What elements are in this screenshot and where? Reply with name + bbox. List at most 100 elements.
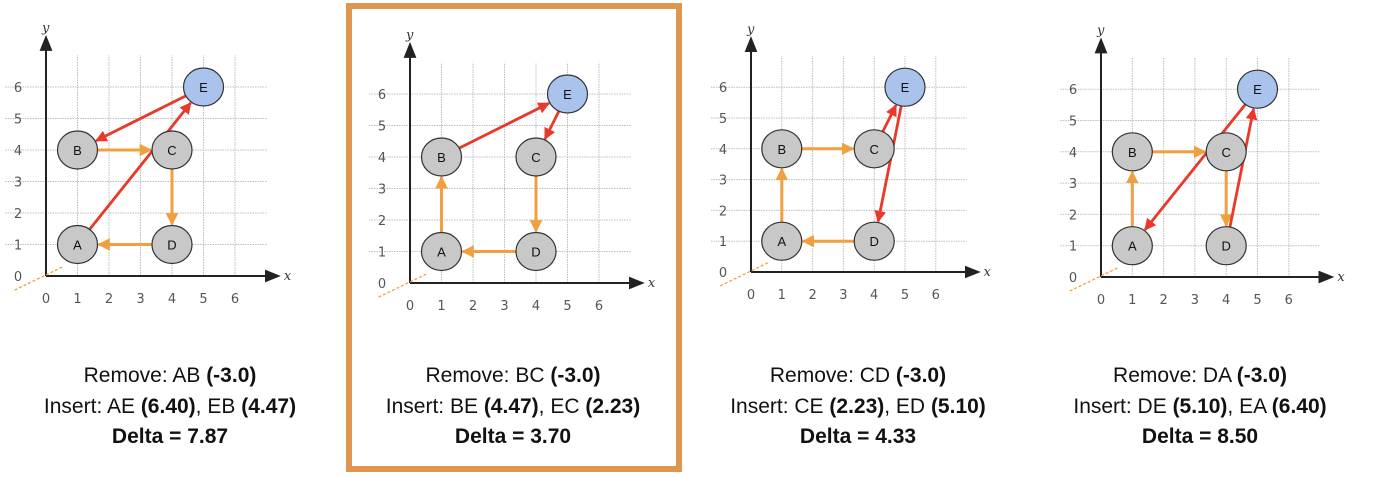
y-tick-label: 6 (378, 88, 386, 103)
x-tick-label: 3 (1191, 293, 1199, 308)
nodes: A B C D E (1111, 69, 1279, 266)
x-tick-label: 6 (595, 299, 603, 314)
graph-diagram: 0 1 2 3 4 5 6 0 1 2 3 4 5 6 x y A B C D E (1060, 23, 1345, 308)
y-tick-label: 5 (1069, 115, 1077, 130)
x-tick-label: 5 (563, 299, 571, 314)
node-c: C (1205, 132, 1247, 172)
x-tick-label: 1 (73, 292, 81, 307)
svg-text:D: D (531, 245, 540, 260)
y-tick-label: 1 (378, 246, 386, 261)
svg-text:D: D (167, 238, 176, 253)
edges (435, 102, 561, 258)
insert-line: Insert: AE (6.40), EB (4.47) (43, 394, 297, 418)
y-tick-label: 2 (1069, 208, 1077, 223)
axes: 0 1 2 3 4 5 6 0 1 2 3 4 5 6 x y (14, 21, 292, 307)
graph-diagram: 0 1 2 3 4 5 6 0 1 2 3 4 5 6 x y A B C D E (5, 21, 292, 307)
y-tick-label: 3 (14, 176, 22, 191)
edge-ec-inserted (543, 110, 561, 140)
y-tick-label: 0 (1069, 271, 1077, 286)
axes: 0 1 2 3 4 5 6 0 1 2 3 4 5 6 x y (1069, 23, 1345, 308)
panel-caption: Remove: AB (-3.0) Insert: AE (6.40), EB … (0, 361, 340, 453)
remove-line: Remove: DA (-3.0) (1113, 364, 1287, 387)
node-a: A (1111, 226, 1153, 266)
svg-text:E: E (199, 80, 208, 95)
x-tick-label: 5 (901, 288, 909, 303)
node-a: A (56, 224, 99, 265)
dashed-entry-edge (378, 272, 428, 298)
x-axis-label: x (284, 269, 292, 284)
x-tick-label: 5 (1253, 293, 1261, 308)
svg-text:E: E (1253, 82, 1262, 97)
node-e: E (546, 74, 589, 114)
node-c: C (515, 137, 557, 177)
y-axis-label: y (746, 22, 755, 37)
svg-text:D: D (870, 234, 879, 249)
x-tick-label: 4 (870, 288, 878, 303)
y-tick-label: 2 (719, 204, 727, 219)
panel-caption: Remove: DA (-3.0) Insert: DE (5.10), EA … (1030, 361, 1370, 453)
edges (88, 94, 192, 251)
x-tick-label: 1 (437, 299, 445, 314)
y-tick-label: 3 (1069, 177, 1077, 192)
x-tick-label: 6 (932, 288, 940, 303)
node-d: D (853, 221, 895, 261)
x-tick-label: 0 (1097, 293, 1105, 308)
svg-text:B: B (1128, 145, 1137, 160)
edge-ce-inserted (881, 104, 898, 133)
y-tick-label: 3 (719, 174, 727, 189)
edges (1126, 103, 1258, 231)
x-axis-label: x (984, 265, 992, 280)
y-tick-label: 5 (378, 120, 386, 135)
dashed-entry-edge (719, 262, 769, 287)
x-tick-label: 3 (136, 292, 144, 307)
svg-text:A: A (1128, 239, 1137, 254)
edge-de-inserted (1228, 107, 1258, 228)
delta-line: Delta = 3.70 (454, 425, 572, 448)
dashed-entry-edge (14, 265, 64, 291)
node-c: C (853, 129, 895, 169)
y-tick-label: 5 (719, 112, 727, 127)
x-tick-label: 6 (1285, 293, 1293, 308)
y-tick-label: 6 (719, 81, 727, 96)
svg-text:E: E (901, 80, 910, 95)
y-tick-label: 4 (1069, 146, 1077, 161)
x-tick-label: 0 (42, 292, 50, 307)
y-tick-label: 2 (378, 214, 386, 229)
edges (775, 104, 903, 248)
node-a: A (420, 231, 463, 272)
node-b: B (420, 137, 463, 177)
y-tick-label: 1 (14, 239, 22, 254)
edge-eb-inserted (95, 94, 187, 142)
x-tick-label: 1 (778, 288, 786, 303)
nodes: A B C D E (420, 74, 589, 272)
y-tick-label: 4 (14, 144, 22, 159)
delta-line: Delta = 4.33 (799, 425, 917, 448)
remove-line: Remove: BC (-3.0) (425, 364, 601, 387)
y-tick-label: 1 (1069, 240, 1077, 255)
delta-line: Delta = 8.50 (1141, 425, 1259, 448)
svg-text:A: A (73, 238, 82, 253)
x-tick-label: 2 (469, 299, 477, 314)
svg-text:B: B (777, 142, 786, 157)
insert-line: Insert: DE (5.10), EA (6.40) (1073, 394, 1327, 418)
nodes: A B C D E (56, 67, 225, 265)
insert-line: Insert: BE (4.47), EC (2.23) (385, 394, 641, 418)
y-tick-label: 4 (719, 143, 727, 158)
svg-text:A: A (777, 234, 786, 249)
x-tick-label: 0 (747, 288, 755, 303)
y-tick-label: 6 (1069, 83, 1077, 98)
node-e: E (884, 67, 926, 107)
edge-ea-inserted (1143, 103, 1247, 231)
x-tick-label: 4 (532, 299, 540, 314)
y-tick-label: 3 (378, 183, 386, 198)
panel-caption: Remove: CD (-3.0) Insert: CE (2.23), ED … (688, 361, 1028, 453)
remove-line: Remove: CD (-3.0) (769, 364, 947, 387)
delta-line: Delta = 7.87 (111, 425, 229, 448)
y-axis-label: y (405, 28, 414, 43)
graph-diagram: 0 1 2 3 4 5 6 0 1 2 3 4 5 6 x y A B C D E (710, 22, 992, 303)
y-tick-label: 0 (719, 266, 727, 281)
nodes: A B C D E (761, 67, 926, 261)
x-tick-label: 2 (1159, 293, 1167, 308)
x-axis-label: x (1337, 270, 1345, 285)
